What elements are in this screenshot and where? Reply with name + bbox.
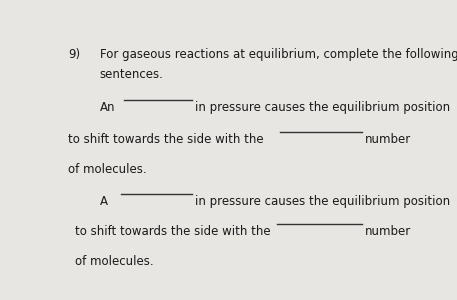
Text: An: An (100, 101, 115, 114)
Text: A: A (100, 195, 108, 208)
Text: 9): 9) (68, 47, 80, 61)
Text: of molecules.: of molecules. (68, 163, 146, 176)
Text: number: number (365, 225, 411, 239)
Text: to shift towards the side with the: to shift towards the side with the (75, 225, 271, 239)
Text: in pressure causes the equilibrium position: in pressure causes the equilibrium posit… (195, 101, 451, 114)
Text: to shift towards the side with the: to shift towards the side with the (68, 133, 263, 146)
Text: of molecules.: of molecules. (75, 256, 154, 268)
Text: sentences.: sentences. (100, 68, 164, 81)
Text: For gaseous reactions at equilibrium, complete the following: For gaseous reactions at equilibrium, co… (100, 47, 457, 61)
Text: in pressure causes the equilibrium position: in pressure causes the equilibrium posit… (195, 195, 451, 208)
Text: number: number (365, 133, 411, 146)
